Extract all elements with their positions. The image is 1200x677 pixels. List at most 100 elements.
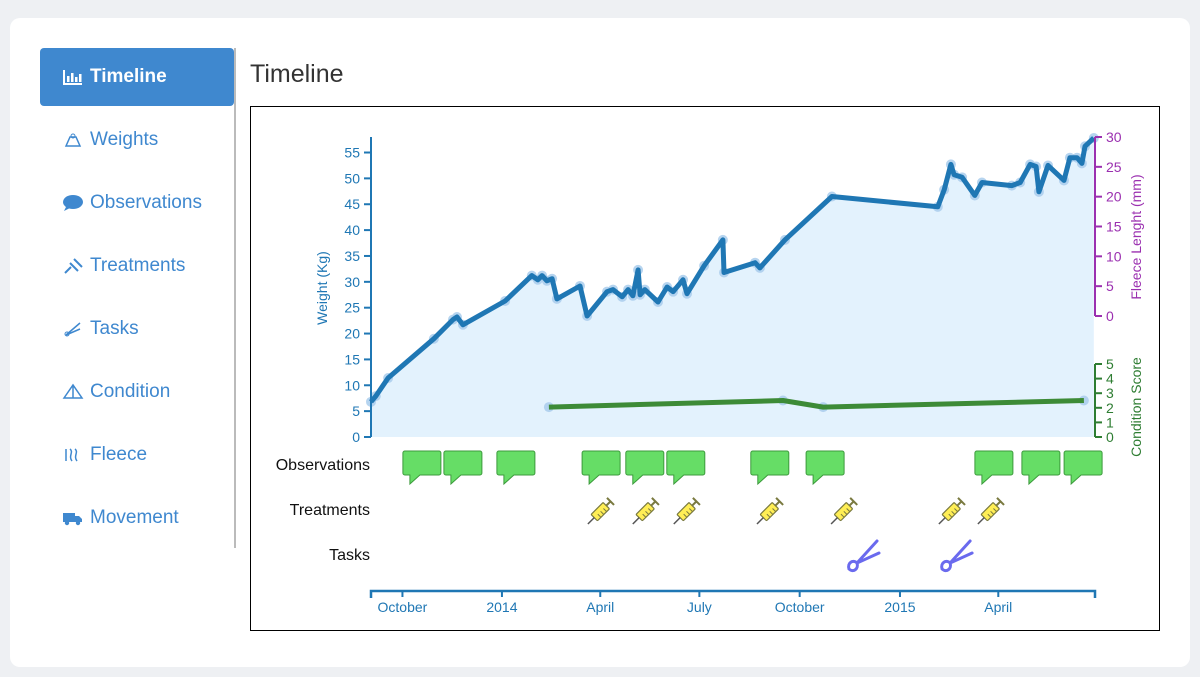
syringe-needle [938,517,946,525]
y-tick-label: 50 [344,170,360,186]
nav-icon [62,383,84,399]
nav-label: Weights [90,129,159,150]
page-title: Timeline [250,60,344,88]
syringe-icon [756,497,784,525]
y-tick-label: 0 [352,429,360,445]
y-tick-label: 1 [1106,414,1114,430]
y-tick-label: 35 [344,248,360,264]
row-label: Tasks [329,547,370,564]
nav-label: Tasks [90,318,139,339]
event-marker [940,539,974,573]
observation-icon [750,450,790,486]
event-marker [1063,450,1103,486]
syringe-mark [990,510,995,515]
syringe-handle [606,497,615,506]
y-tick-label: 25 [344,300,360,316]
syringe-mark [772,508,777,512]
syringe-handle [692,497,701,506]
axis-title: Weight (Kg) [314,251,330,325]
syringe-mark [846,508,851,512]
event-marker [1021,450,1061,486]
event-marker [750,450,790,486]
weight-area [371,138,1094,437]
nav-item[interactable]: Condition [40,363,234,421]
y-tick-label: 55 [344,145,360,161]
syringe-icon [673,497,701,525]
syringe-plunger [995,500,1002,507]
syringe-mark [993,508,997,512]
syringe-needle [977,517,985,525]
syringe-handle [996,497,1005,506]
syringe-icon [830,497,858,525]
syringe-mark [688,508,693,512]
nav-item[interactable]: Treatments [40,237,234,295]
nav-item[interactable]: Weights [40,111,234,169]
nav-label: Fleece [90,444,148,465]
nav-label: Condition [90,381,171,402]
syringe-handle [957,497,966,506]
y-tick-label: 25 [1106,159,1122,175]
axis-title: Fleece Lenght (mm) [1128,174,1144,299]
y-tick-label: 4 [1106,371,1114,387]
event-marker [977,497,1005,525]
nav-label: Treatments [90,255,186,276]
divider [234,48,236,548]
syringe-plunger [956,500,963,507]
nav-item[interactable]: Fleece [40,426,234,484]
y-tick-label: 2 [1106,400,1114,416]
y-tick-label: 45 [344,196,360,212]
y-tick-label: 5 [1106,356,1114,372]
x-tick-label: April [984,599,1012,615]
tasks-icon [847,539,881,573]
observation-icon [805,450,845,486]
event-marker [402,450,442,486]
event-marker [666,450,706,486]
y-tick-label: 30 [344,274,360,290]
nav-label: Timeline [90,66,167,87]
observation-icon [402,450,442,486]
y-tick-label: 15 [344,351,360,367]
syringe-mark [642,513,647,518]
x-tick-label: April [586,599,614,615]
nav-item[interactable]: Observations [40,174,234,232]
y-tick-label: 20 [344,326,360,342]
observation-icon [443,450,483,486]
syringe-icon [587,497,615,525]
syringe-mark [686,510,691,515]
observation-icon [666,450,706,486]
syringe-icon [938,497,966,525]
syringe-mark [951,510,956,515]
syringe-needle [756,517,764,525]
x-tick-label: October [775,599,825,615]
x-axis-line [369,589,1097,598]
nav-item[interactable]: Movement [40,489,234,547]
nav-icon [64,133,82,147]
syringe-plunger [848,500,855,507]
observation-icon [974,450,1014,486]
y-tick-label: 30 [1106,129,1122,145]
event-marker [625,450,665,486]
x-tick-label: 2015 [884,599,915,615]
syringe-icon [632,497,660,525]
syringe-handle [651,497,660,506]
event-marker [496,450,536,486]
event-marker [805,450,845,486]
syringe-handle [775,497,784,506]
nav-item[interactable]: Tasks [40,300,234,358]
y-tick-label: 20 [1106,189,1122,205]
observation-icon [1021,450,1061,486]
nav-icon [63,70,82,85]
series-line [548,398,1084,410]
syringe-plunger [605,500,612,507]
syringe-mark [597,513,602,518]
axis-title: Condition Score [1128,357,1144,457]
syringe-mark [603,508,607,512]
y-tick-label: 40 [344,222,360,238]
observation-icon [496,450,536,486]
event-marker [581,450,621,486]
nav-item[interactable]: Timeline [40,48,234,106]
nav-icon [65,448,78,462]
syringe-mark [987,513,992,518]
syringe-mark [600,510,605,515]
